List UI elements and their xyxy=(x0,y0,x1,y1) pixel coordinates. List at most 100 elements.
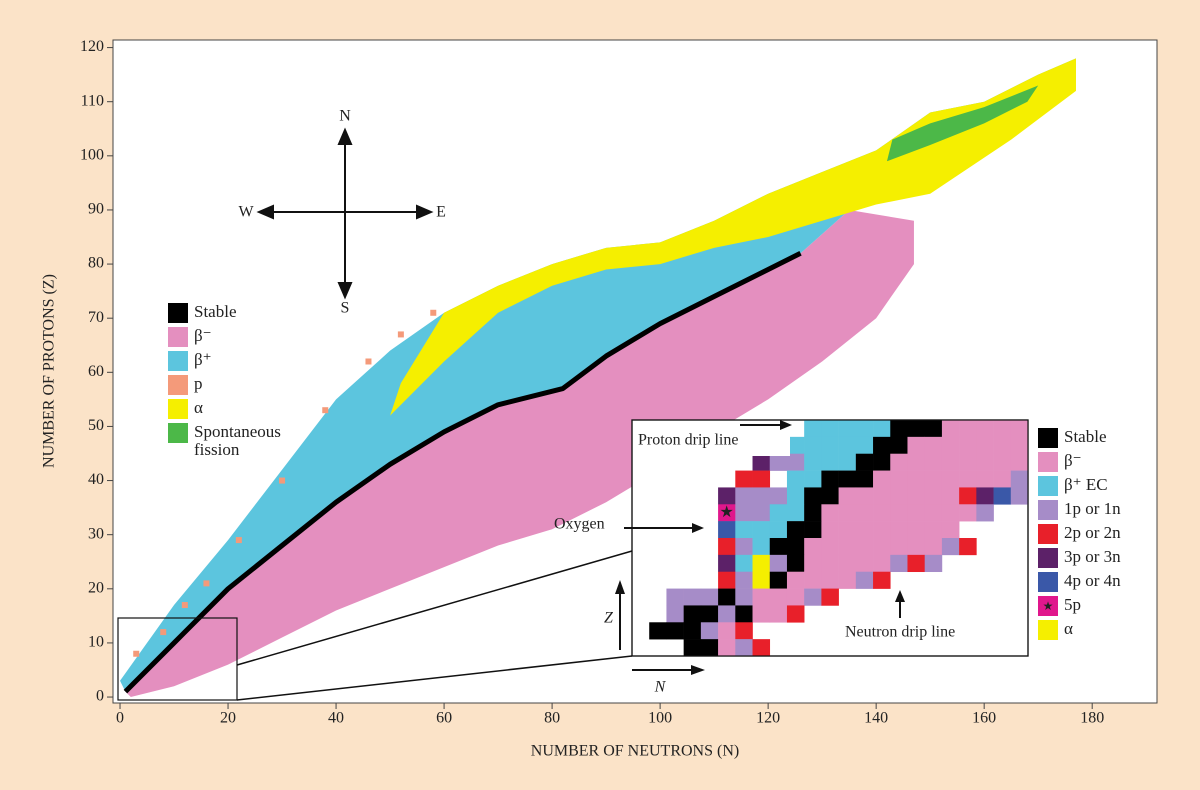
inset-cell xyxy=(804,571,822,589)
y-tick-label: 90 xyxy=(88,201,104,218)
inset-cell xyxy=(907,453,925,471)
inset-cell xyxy=(976,504,994,522)
legend-item: ★ 5p xyxy=(1038,596,1164,616)
inset-annotation: Proton drip line xyxy=(638,432,738,449)
inset-cell xyxy=(769,554,788,573)
inset-cell xyxy=(752,487,771,505)
inset-cell xyxy=(769,588,788,606)
legend-item: 3p or 3n xyxy=(1038,548,1164,568)
inset-annotation: Oxygen xyxy=(554,516,605,533)
inset-cell xyxy=(735,605,753,623)
legend-swatch xyxy=(168,423,188,443)
legend-item: β⁺ EC xyxy=(1038,476,1164,496)
inset-cell xyxy=(786,436,805,455)
inset-cell xyxy=(855,571,874,589)
inset-cell xyxy=(700,588,719,606)
inset-cell xyxy=(718,538,736,556)
inset-cell xyxy=(993,420,1012,438)
inset-cell xyxy=(855,470,874,488)
legend-swatch xyxy=(168,327,188,347)
legend-label: β⁻ xyxy=(194,326,212,345)
cell xyxy=(322,407,329,414)
compass-arrow xyxy=(416,204,434,220)
inset-cell xyxy=(735,521,753,539)
inset-cell xyxy=(821,538,839,556)
annotation-arrow xyxy=(895,590,905,602)
inset-cell xyxy=(804,453,822,471)
stable-line xyxy=(123,251,802,694)
x-tick-label: 40 xyxy=(328,710,344,727)
inset-cells: ★ xyxy=(649,420,1029,657)
inset-cell xyxy=(890,487,908,505)
region xyxy=(886,85,1039,162)
inset-cell xyxy=(735,538,753,556)
inset-cell xyxy=(855,504,874,522)
inset-cell xyxy=(718,622,736,640)
y-tick-label: 70 xyxy=(88,309,104,326)
legend-swatch xyxy=(1038,548,1058,568)
cell xyxy=(160,629,167,636)
inset-cell xyxy=(924,521,943,539)
inset-cell xyxy=(769,521,788,539)
inset-cell xyxy=(786,605,805,623)
inset-cell xyxy=(821,588,839,606)
compass-label: E xyxy=(436,204,446,221)
legend-swatch xyxy=(168,375,188,395)
inset-cell xyxy=(718,504,736,522)
inset-cell xyxy=(941,420,960,438)
y-tick-label: 50 xyxy=(88,417,104,434)
inset-cell xyxy=(976,420,994,438)
inset-cell xyxy=(821,470,839,488)
y-tick-label: 60 xyxy=(88,363,104,380)
cell xyxy=(181,602,188,609)
inset-cell xyxy=(821,487,839,505)
inset-cell xyxy=(683,605,702,623)
inset-cell xyxy=(821,554,839,573)
annotation-arrow xyxy=(692,523,704,533)
legend: Stable β⁻ β⁺ p α Spontaneous fission xyxy=(168,303,294,463)
inset-cell xyxy=(1010,420,1029,438)
zoom-connector xyxy=(236,550,633,666)
inset-cell xyxy=(838,554,857,573)
compass-label: S xyxy=(341,300,350,317)
inset-cell xyxy=(838,487,857,505)
inset-cell xyxy=(873,504,891,522)
label-bg xyxy=(840,620,1002,646)
inset-cell xyxy=(873,521,891,539)
legend-label: β⁻ xyxy=(1064,451,1082,470)
legend-swatch: ★ xyxy=(1038,596,1058,616)
annotation-arrow xyxy=(780,420,792,430)
inset-cell xyxy=(683,639,702,657)
inset-cell xyxy=(821,521,839,539)
inset-cell xyxy=(976,453,994,471)
x-tick-label: 100 xyxy=(648,710,672,727)
y-tick-label: 0 xyxy=(96,688,104,705)
inset-cell xyxy=(907,470,925,488)
inset-cell xyxy=(769,453,788,471)
inset-cell xyxy=(873,436,891,455)
inset-cell xyxy=(890,470,908,488)
inset-cell xyxy=(718,521,736,539)
y-tick-label: 20 xyxy=(88,579,104,596)
inset-axis-label: Z xyxy=(604,610,614,627)
inset-cell xyxy=(873,487,891,505)
inset-cell xyxy=(873,453,891,471)
inset-cell xyxy=(769,571,788,589)
inset-cell xyxy=(924,453,943,471)
x-axis-title: NUMBER OF NEUTRONS (N) xyxy=(531,743,739,760)
inset-cell xyxy=(718,487,736,505)
inset-cell xyxy=(838,420,857,438)
legend-swatch xyxy=(1038,572,1058,592)
legend-swatch xyxy=(168,303,188,323)
inset-cell xyxy=(890,554,908,573)
inset-cell xyxy=(959,436,977,455)
inset-cell xyxy=(873,420,891,438)
inset-cell xyxy=(907,504,925,522)
inset-cell xyxy=(735,622,753,640)
inset-cell xyxy=(838,504,857,522)
legend-label: 1p or 1n xyxy=(1064,499,1121,518)
inset-cell xyxy=(838,521,857,539)
inset-cell xyxy=(786,571,805,589)
inset-cell xyxy=(752,605,771,623)
